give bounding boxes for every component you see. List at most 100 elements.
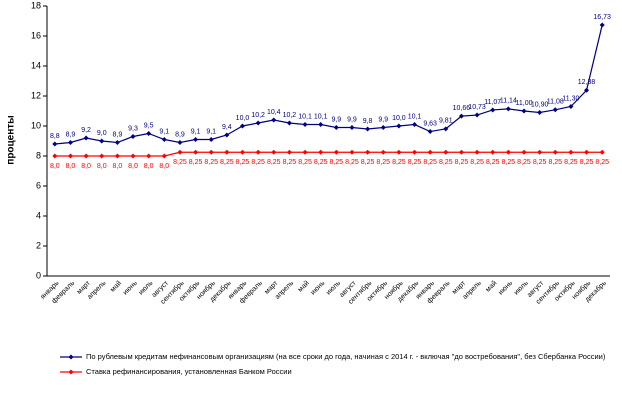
data-point (396, 123, 402, 129)
data-label: 10,0 (236, 115, 250, 122)
y-tick-label: 14 (31, 60, 41, 70)
data-point (255, 120, 261, 126)
data-point (83, 153, 89, 159)
data-label: 8,0 (81, 163, 91, 170)
data-label: 11,07 (484, 99, 501, 106)
data-point (146, 131, 152, 136)
data-label: 8,0 (113, 163, 123, 170)
data-point (505, 149, 511, 155)
data-point (239, 149, 245, 155)
data-point (458, 149, 464, 155)
data-point (380, 125, 386, 130)
data-label: 9,4 (222, 124, 232, 131)
data-point (239, 123, 245, 129)
data-point (412, 122, 418, 127)
data-label: 8,25 (533, 159, 547, 166)
data-label: 9,5 (144, 122, 154, 129)
data-label: 8,25 (408, 159, 422, 166)
data-point (552, 107, 558, 113)
data-label: 10,1 (408, 113, 422, 120)
data-label: 8,25 (470, 159, 484, 166)
data-point (349, 149, 355, 155)
data-point (521, 108, 527, 114)
data-label: 8,25 (251, 159, 265, 166)
data-label: 8,8 (50, 133, 60, 140)
data-point (584, 149, 590, 155)
data-point (474, 149, 480, 155)
data-point (177, 149, 183, 155)
legend-marker (68, 369, 74, 375)
data-point (224, 149, 230, 155)
y-tick-label: 12 (31, 90, 41, 100)
data-point (99, 138, 105, 144)
data-label: 9,63 (423, 120, 437, 127)
data-point (67, 140, 73, 145)
data-point (193, 137, 199, 142)
data-point (584, 87, 590, 93)
data-label: 8,25 (439, 159, 453, 166)
data-point (302, 149, 308, 155)
data-point (114, 153, 120, 159)
data-label: 10,2 (251, 112, 265, 119)
data-point (568, 149, 574, 155)
data-point (208, 137, 214, 142)
data-label: 8,25 (267, 159, 281, 166)
data-point (318, 149, 324, 155)
data-label: 8,0 (97, 163, 107, 170)
y-tick-label: 18 (31, 0, 41, 10)
data-point (146, 153, 152, 159)
data-point (490, 149, 496, 155)
data-label: 12,38 (578, 79, 596, 86)
data-label: 9,9 (331, 116, 341, 123)
data-label: 8,25 (204, 159, 218, 166)
data-point (52, 153, 58, 159)
data-label: 9,81 (439, 118, 453, 125)
data-label: 8,0 (159, 163, 169, 170)
data-label: 10,1 (314, 113, 328, 120)
data-point (349, 125, 355, 130)
data-label: 9,1 (159, 128, 169, 135)
data-point (83, 135, 89, 141)
data-label: 8,25 (392, 159, 406, 166)
data-label: 8,25 (517, 159, 531, 166)
legend-marker (68, 354, 74, 360)
x-tick-label: июнь (497, 280, 514, 297)
data-point (286, 149, 292, 155)
y-axis-label: проценты (6, 115, 17, 164)
data-label: 9,0 (97, 130, 107, 137)
data-point (130, 153, 136, 159)
y-tick-label: 2 (36, 240, 41, 250)
data-point (177, 140, 183, 145)
data-label: 8,25 (361, 159, 375, 166)
data-point (365, 126, 371, 132)
data-label: 8,25 (486, 159, 500, 166)
data-point (599, 149, 605, 155)
data-label: 8,25 (564, 159, 578, 166)
x-tick-label: июнь (310, 280, 327, 297)
data-point (114, 140, 120, 145)
data-point (458, 113, 464, 119)
data-label: 8,9 (66, 131, 76, 138)
data-label: 9,1 (191, 128, 201, 135)
data-point (427, 149, 433, 155)
data-point (208, 149, 214, 155)
data-point (599, 22, 605, 28)
data-label: 9,2 (81, 127, 91, 134)
data-label: 8,0 (128, 163, 138, 170)
data-point (521, 149, 527, 155)
data-label: 8,25 (502, 159, 516, 166)
data-point (537, 110, 543, 115)
data-label: 8,25 (298, 159, 312, 166)
data-point (333, 125, 339, 130)
series-line (54, 24, 603, 145)
data-point (568, 104, 574, 109)
data-point (271, 117, 277, 123)
data-point (99, 153, 105, 159)
data-point (365, 149, 371, 155)
data-point (333, 149, 339, 155)
data-label: 8,9 (175, 131, 185, 138)
data-label: 8,25 (330, 159, 344, 166)
data-label: 8,0 (50, 163, 60, 170)
data-point (537, 149, 543, 155)
